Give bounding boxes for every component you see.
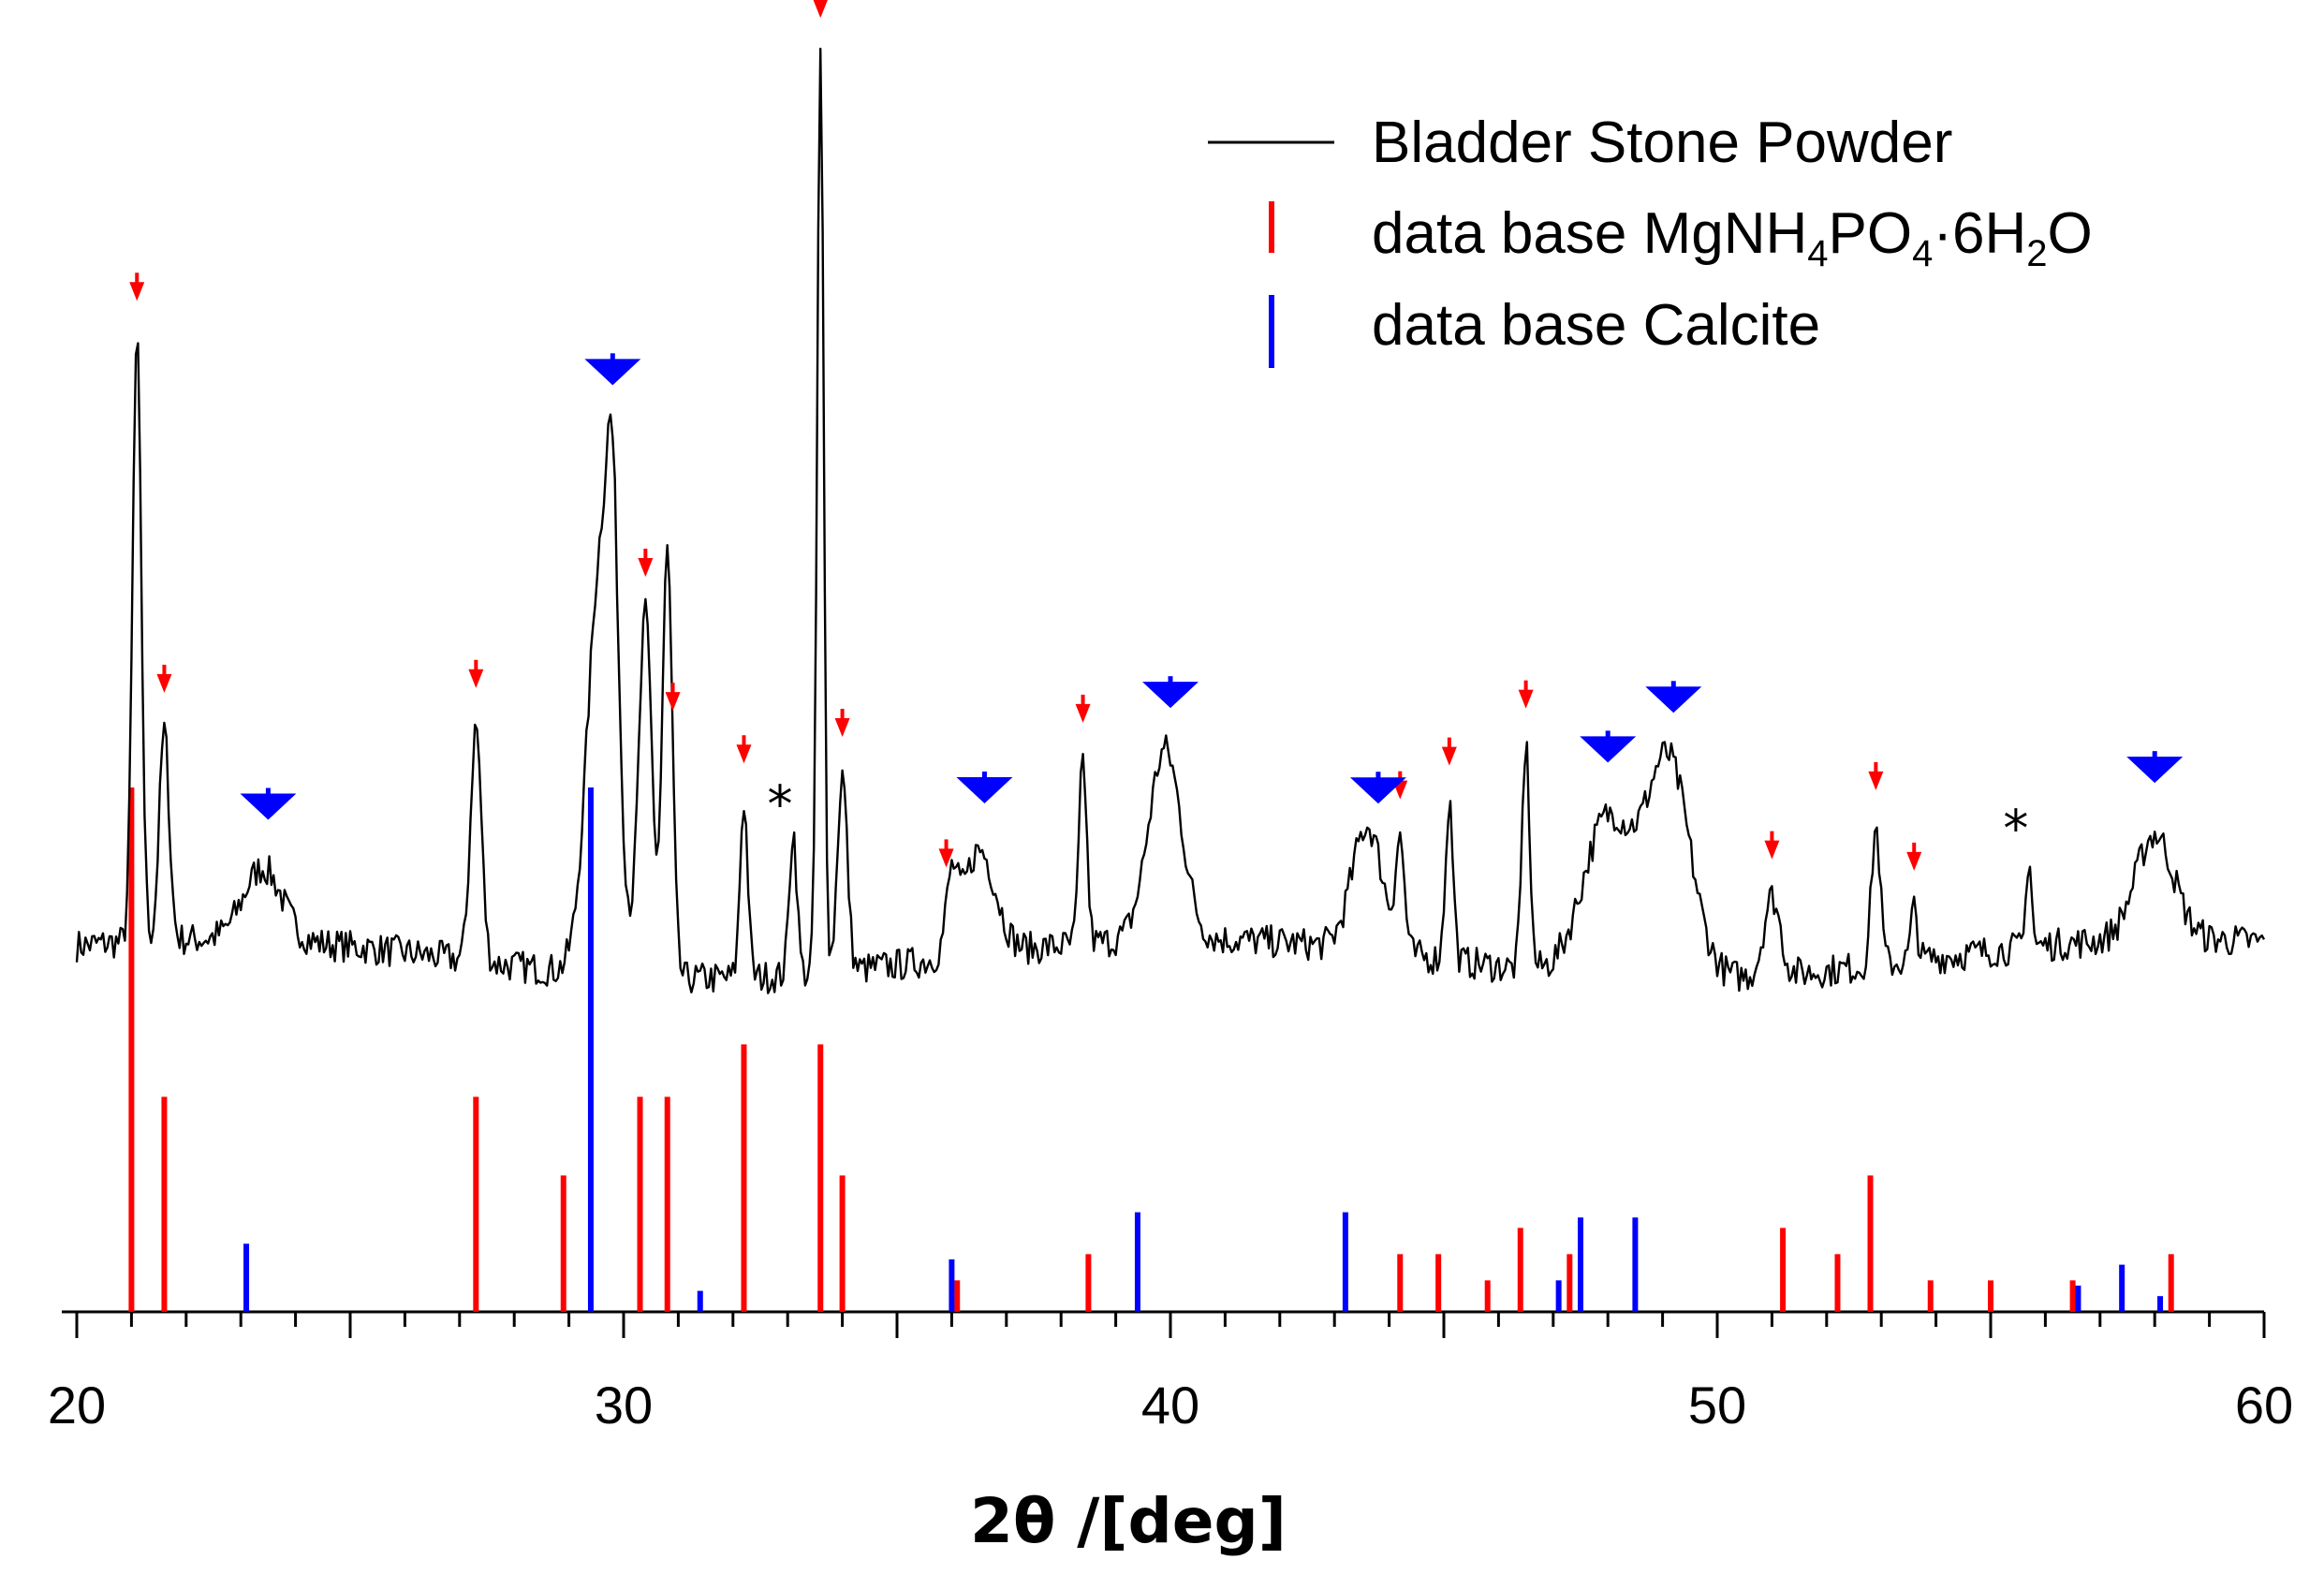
x-tick-label: 40 — [1141, 1376, 1199, 1435]
calcite-peak-marker — [2126, 757, 2184, 784]
calcite-peak-marker — [240, 793, 297, 820]
mgnh4po4-peak-marker — [1868, 771, 1884, 790]
legend: Bladder Stone Powder data base MgNH4PO4·… — [1208, 110, 2093, 368]
mgnh4po4-peak-marker — [736, 744, 752, 764]
x-axis-tick-labels: 20 30 40 50 60 — [48, 1376, 2293, 1435]
asterisk-annotation: * — [768, 774, 793, 833]
x-tick-label: 30 — [595, 1376, 653, 1435]
legend-label-mgnh4po4: data base MgNH4PO4·6H2O — [1372, 201, 2093, 274]
calcite-peak-marker — [1580, 736, 1637, 763]
mgnh4po4-peak-marker — [638, 557, 654, 577]
mgnh4po4-peak-marker — [1764, 840, 1780, 860]
mgnh4po4-peak-marker — [938, 848, 954, 868]
x-tick-label: 20 — [48, 1376, 106, 1435]
calcite-peak-marker — [1645, 686, 1702, 714]
mgnh4po4-peak-marker — [1518, 689, 1534, 709]
x-tick-label: 50 — [1688, 1376, 1746, 1435]
mgnh4po4-peak-marker — [468, 669, 484, 688]
mgnh4po4-peak-marker — [156, 673, 172, 693]
calcite-peak-marker — [584, 359, 641, 386]
calcite-peak-marker — [956, 776, 1013, 803]
x-axis-ticks — [75, 1312, 2266, 1338]
mgnh4po4-peak-marker — [813, 0, 828, 19]
mgnh4po4-peak-marker — [1441, 746, 1457, 766]
mgnh4po4-reference-sticks — [128, 787, 2174, 1312]
unassigned-peak-stars: * * — [768, 774, 2029, 858]
legend-label-calcite: data base Calcite — [1372, 293, 1820, 358]
mgnh4po4-peak-marker — [665, 692, 681, 712]
calcite-peak-marker — [1349, 777, 1406, 804]
x-axis-title: 2θ /[deg] — [970, 1485, 1287, 1557]
mgnh4po4-peak-marker — [1906, 851, 1922, 871]
calcite-peak-marker — [1142, 682, 1199, 709]
mgnh4po4-peak-marker — [129, 282, 145, 302]
calcite-reference-sticks — [243, 787, 2164, 1312]
x-tick-label: 60 — [2235, 1376, 2293, 1435]
legend-label-bladder: Bladder Stone Powder — [1372, 110, 1952, 175]
peak-markers — [129, 0, 2184, 871]
asterisk-annotation: * — [2003, 799, 2028, 858]
bladder-stone-pattern-line — [75, 47, 2266, 994]
mgnh4po4-peak-marker — [834, 717, 850, 737]
mgnh4po4-peak-marker — [1075, 703, 1091, 723]
